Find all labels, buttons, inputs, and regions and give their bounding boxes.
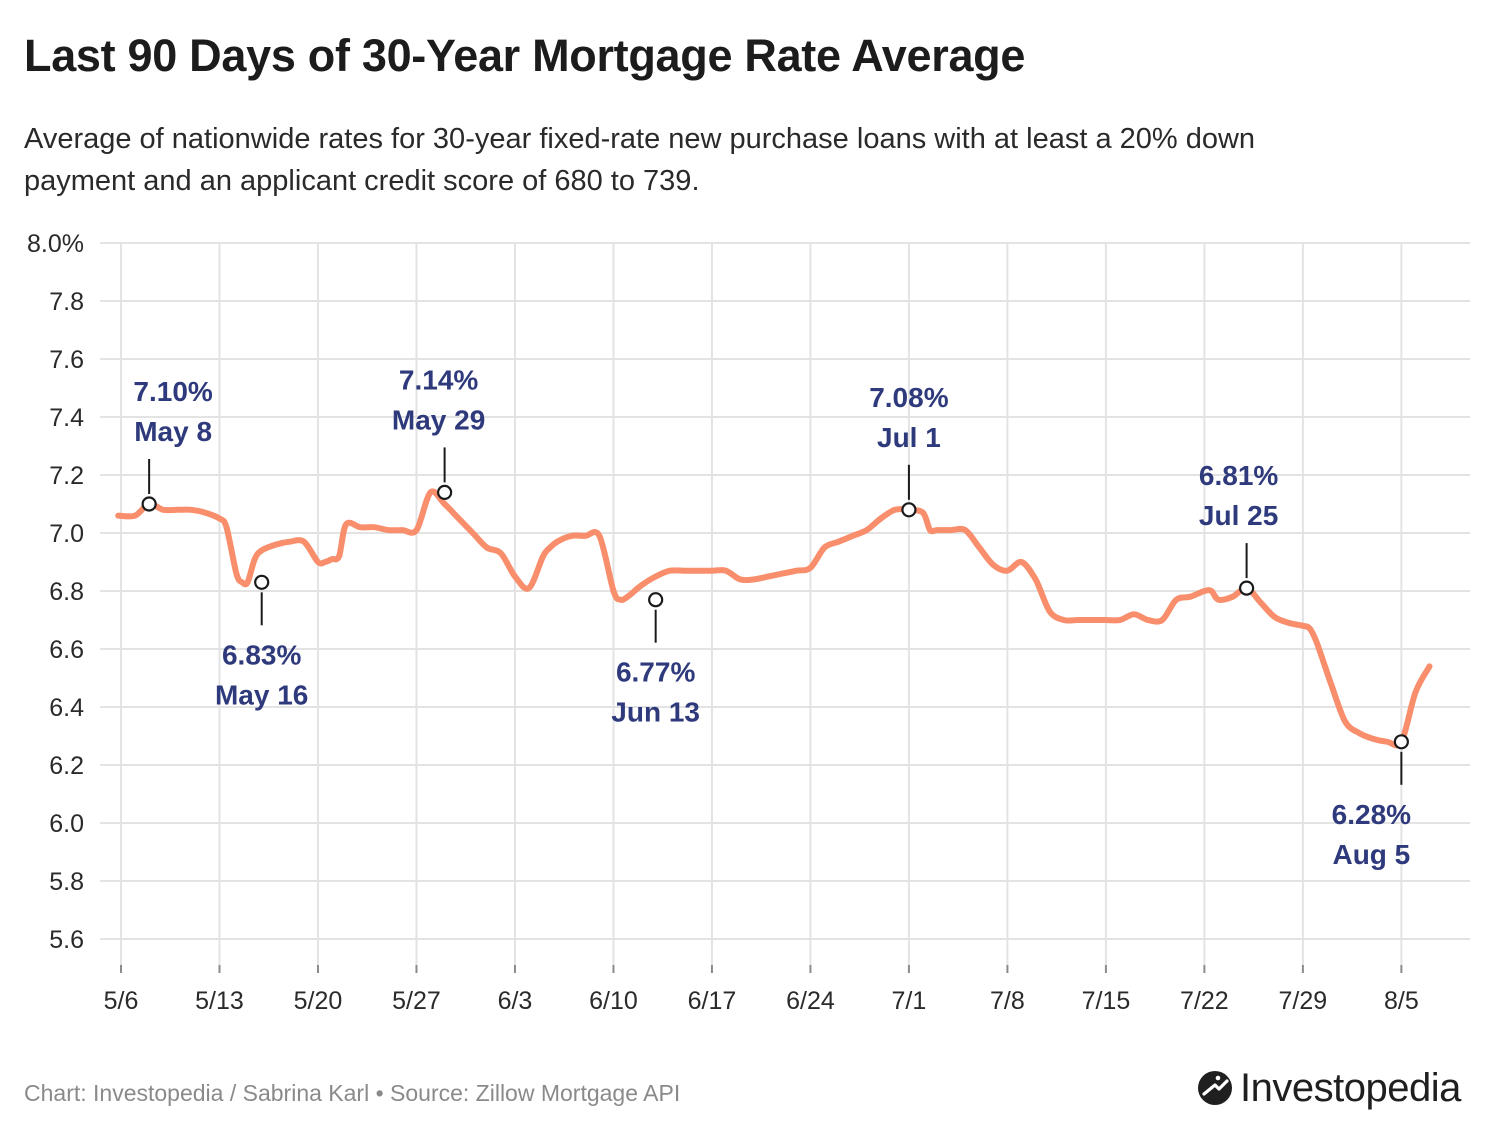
- annotation-marker[interactable]: [1393, 734, 1409, 750]
- annotation-rate-label: 6.77%: [616, 657, 695, 688]
- y-tick-label: 6.6: [49, 636, 84, 664]
- annotation-rate-label: 6.28%: [1332, 799, 1411, 830]
- chart-title: Last 90 Days of 30-Year Mortgage Rate Av…: [24, 30, 1026, 81]
- y-tick-label: 6.2: [49, 752, 84, 780]
- x-tick-label: 7/29: [1279, 987, 1328, 1015]
- x-tick-label: 6/17: [688, 987, 737, 1015]
- brand-name: Investopedia: [1240, 1065, 1461, 1110]
- axes: 8.0% 7.8 7.6 7.4 7.2 7.0 6.8 6.6 6.4 6.2 6.0 5.8 5.6…: [27, 230, 1419, 1015]
- x-tick-label: 8/5: [1384, 987, 1419, 1015]
- x-tick-label: 5/6: [104, 987, 139, 1015]
- y-tick-label: 6.0: [49, 810, 84, 838]
- annotation-date-label: Jul 1: [877, 422, 941, 453]
- annotation-date-label: May 16: [215, 679, 308, 710]
- x-tick-label: 5/27: [392, 987, 441, 1015]
- annotation-marker[interactable]: [1238, 580, 1255, 596]
- x-tick-label: 7/1: [892, 987, 927, 1015]
- subtitle-line-1: Average of nationwide rates for 30-year …: [24, 123, 1256, 155]
- annotation-marker[interactable]: [437, 484, 453, 500]
- series-line: [115, 488, 1433, 749]
- annotation-rate-label: 6.81%: [1199, 460, 1278, 491]
- source-credit: Chart: Investopedia / Sabrina Karl • Sou…: [24, 1080, 681, 1106]
- x-tick-label: 7/8: [990, 987, 1025, 1015]
- x-tick-label: 7/22: [1180, 987, 1229, 1015]
- y-tick-label: 7.8: [49, 288, 84, 316]
- annotation-marker[interactable]: [141, 496, 157, 512]
- annotation-rate-label: 7.10%: [133, 376, 212, 407]
- subtitle-line-2: payment and an applicant credit score of…: [24, 165, 700, 197]
- annotation-date-label: May 29: [392, 404, 485, 435]
- x-tick-label: 5/13: [195, 987, 244, 1015]
- y-tick-label: 7.2: [49, 462, 84, 490]
- annotation-date-label: Jul 25: [1199, 500, 1278, 531]
- annotation-rate-label: 7.14%: [399, 364, 478, 395]
- y-tick-label: 5.8: [49, 868, 84, 896]
- annotation-date-label: Aug 5: [1332, 839, 1410, 870]
- y-tick-label: 7.6: [49, 346, 84, 374]
- x-tick-label: 6/3: [498, 987, 533, 1015]
- annotation-date-label: Jun 13: [611, 697, 700, 728]
- annotation-date-label: May 8: [134, 416, 212, 447]
- annotation-marker[interactable]: [648, 592, 664, 608]
- x-tick-label: 5/20: [294, 987, 343, 1015]
- y-tick-label: 7.0: [49, 520, 84, 548]
- annotation-marker[interactable]: [901, 502, 917, 518]
- annotation-marker[interactable]: [254, 574, 270, 590]
- y-tick-label: 6.8: [49, 578, 84, 606]
- y-tick-label: 8.0%: [27, 230, 84, 258]
- series-layer: [115, 488, 1433, 749]
- gridlines: [100, 242, 1470, 965]
- y-tick-label: 7.4: [49, 404, 84, 432]
- chart-subtitle: Average of nationwide rates for 30-year …: [24, 118, 1424, 202]
- y-tick-label: 6.4: [49, 694, 84, 722]
- investopedia-logo-icon: [1198, 1071, 1232, 1105]
- annotation-rate-label: 6.83%: [222, 639, 301, 670]
- investopedia-logo[interactable]: Investopedia: [1196, 1064, 1461, 1112]
- x-tick-label: 6/24: [786, 987, 835, 1015]
- annotations: 7.10% May 8 6.83% May 16 7.14% May 29 6.77% Jun…: [133, 364, 1411, 869]
- x-tick-label: 7/15: [1082, 987, 1131, 1015]
- y-tick-label: 5.6: [49, 926, 84, 954]
- x-tick-label: 6/10: [589, 987, 638, 1015]
- annotation-rate-label: 7.08%: [869, 382, 948, 413]
